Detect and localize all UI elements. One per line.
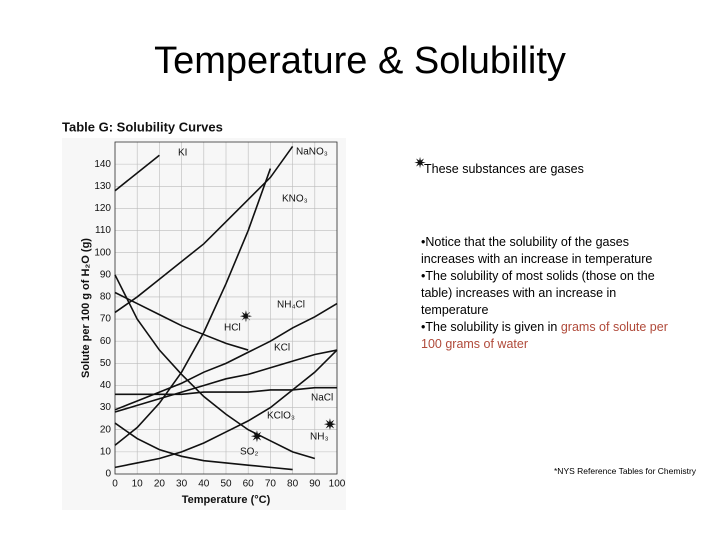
solubility-curve xyxy=(114,422,293,471)
curve-label: KCl xyxy=(274,343,290,354)
x-tick-label: 70 xyxy=(265,479,277,490)
solubility-curve xyxy=(114,274,316,460)
y-tick-label: 50 xyxy=(100,358,112,369)
curve-label: NH₄Cl xyxy=(277,300,305,311)
y-tick-label: 120 xyxy=(94,203,111,214)
y-tick-label: 10 xyxy=(100,447,112,458)
y-tick-label: 60 xyxy=(100,336,112,347)
plot-frame xyxy=(114,141,338,475)
x-tick-label: 60 xyxy=(243,479,255,490)
bullet-text: •The solubility is given in xyxy=(421,320,561,334)
solubility-curve xyxy=(114,168,272,446)
y-tick-label: 130 xyxy=(94,181,111,192)
y-tick-label: 30 xyxy=(100,402,112,413)
y-tick-label: 70 xyxy=(100,314,112,325)
y-tick-label: 20 xyxy=(100,424,112,435)
y-tick-label: 110 xyxy=(95,225,111,236)
bullet: •Notice that the solubility of the gases… xyxy=(421,235,653,266)
gas-note: These substances are gases xyxy=(424,162,584,176)
bullet: •The solubility is given in grams of sol… xyxy=(421,319,671,353)
bullet-highlight: grams of solute per 100 grams of water xyxy=(421,320,668,351)
x-tick-label: 20 xyxy=(154,479,166,490)
x-tick-label: 80 xyxy=(287,479,299,490)
curve-label: KNO₃ xyxy=(282,194,308,205)
slide-title: Temperature & Solubility xyxy=(154,40,566,82)
source: *NYS Reference Tables for Chemistry xyxy=(554,466,697,476)
curve-label: NH₃ xyxy=(310,432,329,443)
curve-label: SO₂ xyxy=(240,447,258,458)
y-tick-label: 0 xyxy=(105,469,111,480)
y-axis-label: Solute per 100 g of H₂O (g) xyxy=(80,238,92,378)
y-tick-label: 140 xyxy=(94,159,111,170)
chart-title: Table G: Solubility Curves xyxy=(62,119,223,134)
curve-label: KI xyxy=(178,148,187,159)
chart: Table G: Solubility Curves Temperature (… xyxy=(62,119,346,506)
x-tick-label: 10 xyxy=(132,479,144,490)
y-tick-label: 80 xyxy=(100,292,112,303)
curve-label: NaCl xyxy=(311,393,333,404)
gas-star: ✷ xyxy=(250,429,263,446)
svg-text:✷: ✷ xyxy=(414,156,427,170)
x-axis-label: Temperature (°C) xyxy=(182,494,271,506)
y-tick-label: 90 xyxy=(100,269,112,280)
solubility-curve xyxy=(115,386,337,396)
bullet: •The solubility of most solids (those on… xyxy=(421,269,655,317)
x-tick-label: 0 xyxy=(112,479,118,490)
solubility-curve xyxy=(114,154,160,192)
curve-label: NaNO₃ xyxy=(296,147,328,158)
x-tick-label: 30 xyxy=(176,479,188,490)
notes: •Notice that the solubility of the gases… xyxy=(421,234,671,353)
gas-star: ✷ xyxy=(239,309,252,326)
solubility-curve xyxy=(114,349,338,469)
solubility-curve xyxy=(114,349,338,413)
x-tick-label: 40 xyxy=(198,479,210,490)
x-tick-label: 90 xyxy=(309,479,321,490)
gas-star-icon: ✷ xyxy=(414,156,427,170)
solubility-curve xyxy=(114,145,294,314)
solubility-curve xyxy=(114,291,249,351)
x-tick-label: 100 xyxy=(329,479,346,490)
y-tick-label: 100 xyxy=(94,247,111,258)
curve-label: KClO₃ xyxy=(267,411,295,422)
x-tick-label: 50 xyxy=(220,479,232,490)
y-tick-label: 40 xyxy=(100,380,112,391)
curve-label: HCl xyxy=(224,323,241,334)
